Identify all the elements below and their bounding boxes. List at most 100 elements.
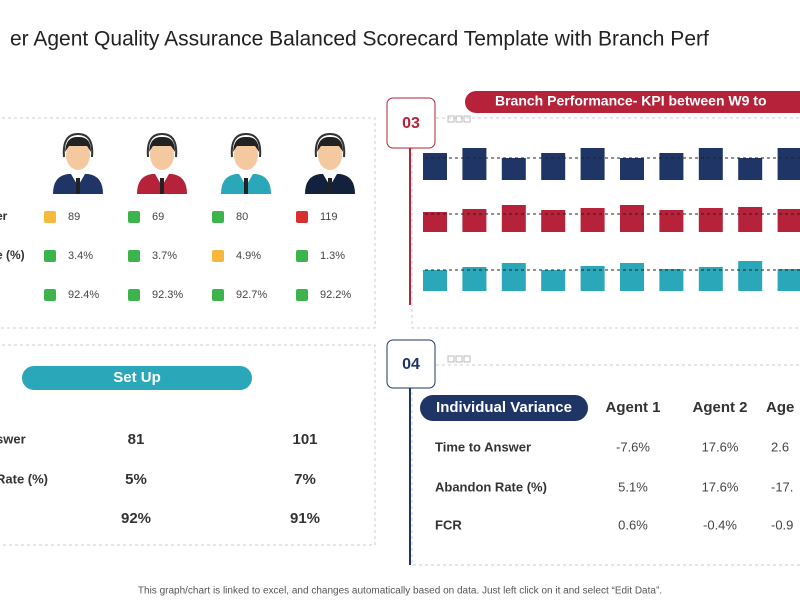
kpi-bar <box>541 270 566 291</box>
kpi-bar <box>620 158 644 180</box>
cell-value: 3.4% <box>68 250 93 262</box>
variance-pill <box>420 395 588 421</box>
badge-label: 04 <box>402 356 420 373</box>
cell-value: 2.6 <box>771 439 789 454</box>
cell-value: 3.7% <box>152 250 177 262</box>
title: er Agent Quality Assurance Balanced Scor… <box>10 28 709 51</box>
kpi-bar <box>541 210 566 232</box>
badge-label: 03 <box>402 115 420 132</box>
kpi-bar <box>738 261 763 291</box>
kpi-bar <box>501 205 526 232</box>
agent-face <box>150 140 174 170</box>
kpi-bar <box>462 148 487 180</box>
kpi-bar <box>698 267 723 291</box>
kpi-bar <box>423 270 447 291</box>
cell-value: 0.6% <box>618 517 648 532</box>
variance-panel <box>411 364 800 566</box>
variance-title: Individual Variance <box>436 399 572 416</box>
agent-tie <box>160 178 164 194</box>
badge <box>386 339 436 389</box>
cell-value: 81 <box>128 431 145 448</box>
kpi-bar <box>698 148 723 180</box>
agent-face <box>66 140 90 170</box>
kpi-bar <box>541 153 566 180</box>
row-label: Time to Answer <box>435 439 531 454</box>
status-square <box>44 211 56 223</box>
agent-headset <box>314 132 346 158</box>
cell-value: 92.4% <box>68 289 99 301</box>
cell-value: 1.3% <box>320 250 345 262</box>
kpi-bar <box>659 210 684 232</box>
cell-value: 91% <box>290 510 320 527</box>
branch-panel <box>411 117 800 329</box>
status-square <box>212 289 224 301</box>
agent-headset <box>146 132 178 158</box>
badge <box>386 97 436 149</box>
agent-hair <box>233 136 259 152</box>
agent-face <box>234 140 258 170</box>
kpi-bar <box>777 148 800 180</box>
kpi-bar <box>659 153 684 180</box>
kpi-bar <box>738 158 763 180</box>
status-square <box>212 250 224 262</box>
agent-tie <box>76 178 80 194</box>
agent-headset <box>230 132 262 158</box>
kpi-bar <box>659 269 684 291</box>
cell-value: 7% <box>294 471 316 488</box>
dots <box>447 115 471 363</box>
status-square <box>296 211 308 223</box>
setup-pill <box>22 366 252 390</box>
kpi-bar <box>423 153 447 180</box>
kpi-bar <box>580 208 605 232</box>
agent-hair <box>317 136 343 152</box>
cell-value: 92.7% <box>236 289 267 301</box>
status-square <box>212 211 224 223</box>
agent-headset <box>62 132 94 158</box>
footer: This graph/chart is linked to excel, and… <box>138 586 662 597</box>
column-header: Agent 2 <box>692 399 747 416</box>
kpi-bar <box>698 208 723 232</box>
agent-tie <box>244 178 248 194</box>
setup-title: Set Up <box>113 369 161 386</box>
cell-value: 5.1% <box>618 479 648 494</box>
agent-tie <box>328 178 332 194</box>
cell-value: 80 <box>236 211 248 223</box>
column-header: Age <box>766 399 794 416</box>
status-square <box>296 250 308 262</box>
cell-value: 101 <box>292 431 317 448</box>
row-label: Rate (%) <box>0 471 48 486</box>
kpi-bar <box>423 212 447 232</box>
row-label: swer <box>0 431 26 446</box>
cell-value: -7.6% <box>616 439 650 454</box>
scorecard-panel <box>0 117 376 329</box>
agent-face <box>318 140 342 170</box>
row-label: FCR <box>435 517 462 532</box>
kpi-bar <box>620 263 644 291</box>
cell-value: 92% <box>121 510 151 527</box>
cell-value: 17.6% <box>702 479 739 494</box>
cell-value: 89 <box>68 211 80 223</box>
kpi-bar <box>620 205 644 232</box>
cell-value: 92.2% <box>320 289 351 301</box>
row-label: e (%) <box>0 248 25 262</box>
kpi-bar <box>777 209 800 232</box>
cell-value: 17.6% <box>702 439 739 454</box>
status-square <box>296 289 308 301</box>
status-square <box>44 289 56 301</box>
cell-value: 4.9% <box>236 250 261 262</box>
cell-value: 5% <box>125 471 147 488</box>
kpi-bar <box>462 267 487 291</box>
cell-value: 119 <box>320 211 338 223</box>
cell-value: -0.4% <box>703 517 737 532</box>
cell-value: -17. <box>771 479 793 494</box>
kpi-bar <box>580 148 605 180</box>
status-square <box>128 250 140 262</box>
kpi-bar <box>738 207 763 232</box>
status-square <box>44 250 56 262</box>
status-square <box>128 211 140 223</box>
setup-panel <box>0 344 376 546</box>
branch-title: Branch Performance- KPI between W9 to <box>495 93 767 109</box>
kpi-bar <box>501 263 526 291</box>
column-header: Agent 1 <box>605 399 660 416</box>
cell-value: 69 <box>152 211 164 223</box>
